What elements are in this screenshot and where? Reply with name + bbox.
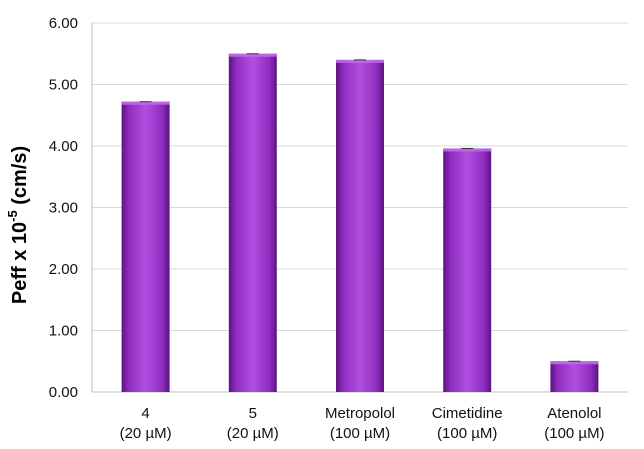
y-axis-title-exponent: -5: [5, 210, 20, 222]
bar-group: [443, 147, 492, 392]
x-tick-label: Cimetidine (100 µM): [432, 405, 503, 442]
x-tick-label-line: Atenolol: [547, 405, 601, 422]
x-tick-labels: 4 (20 µM)5 (20 µM)Metropolol (100 µM)Cimeti…: [120, 405, 605, 442]
y-tick-labels: 0.00 1.00 2.00 3.00 4.00 5.00 6.00: [49, 15, 78, 401]
bar-group: [550, 360, 599, 392]
y-tick-label: 0.00: [49, 384, 78, 401]
x-tick-label-line: (100 µM): [544, 425, 604, 442]
x-tick-label-line: (20 µM): [120, 425, 172, 442]
x-tick-label-line: Cimetidine: [432, 405, 503, 422]
x-tick-label-line: 5: [249, 405, 257, 422]
y-axis-title-unit: (cm/s): [9, 146, 31, 210]
y-tick-label: 2.00: [49, 261, 78, 278]
y-tick-label: 5.00: [49, 77, 78, 94]
bar-top-bevel: [228, 53, 277, 57]
y-axis-title: Peff x 10-5 (cm/s): [5, 146, 31, 304]
x-tick-label-line: Metropolol: [325, 405, 395, 422]
y-tick-label: 3.00: [49, 200, 78, 217]
bar: [336, 59, 384, 393]
x-tick-label: 4 (20 µM): [120, 405, 172, 442]
x-tick-label-line: 4: [141, 405, 149, 422]
bar: [228, 53, 277, 392]
y-tick-label: 4.00: [49, 138, 78, 155]
bar-top-bevel: [550, 361, 599, 365]
x-tick-label-line: (100 µM): [437, 425, 497, 442]
x-tick-label: Atenolol (100 µM): [544, 405, 604, 442]
x-tick-label: 5 (20 µM): [227, 405, 279, 442]
bars: [121, 53, 599, 393]
bar-group: [228, 53, 277, 392]
y-tick-label: 6.00: [49, 15, 78, 32]
bar-top-bevel: [336, 59, 384, 63]
bar: [550, 361, 599, 392]
bar-group: [336, 59, 384, 393]
y-axis-title-base: Peff x 10: [9, 222, 31, 304]
x-tick-label-line: (100 µM): [330, 425, 390, 442]
bar-top-bevel: [443, 148, 492, 152]
bar-group: [121, 101, 170, 392]
y-tick-label: 1.00: [49, 323, 78, 340]
bar-top-bevel: [121, 101, 170, 105]
x-tick-label-line: (20 µM): [227, 425, 279, 442]
bar: [443, 148, 492, 392]
x-tick-label: Metropolol (100 µM): [325, 405, 395, 442]
bar: [121, 101, 170, 392]
